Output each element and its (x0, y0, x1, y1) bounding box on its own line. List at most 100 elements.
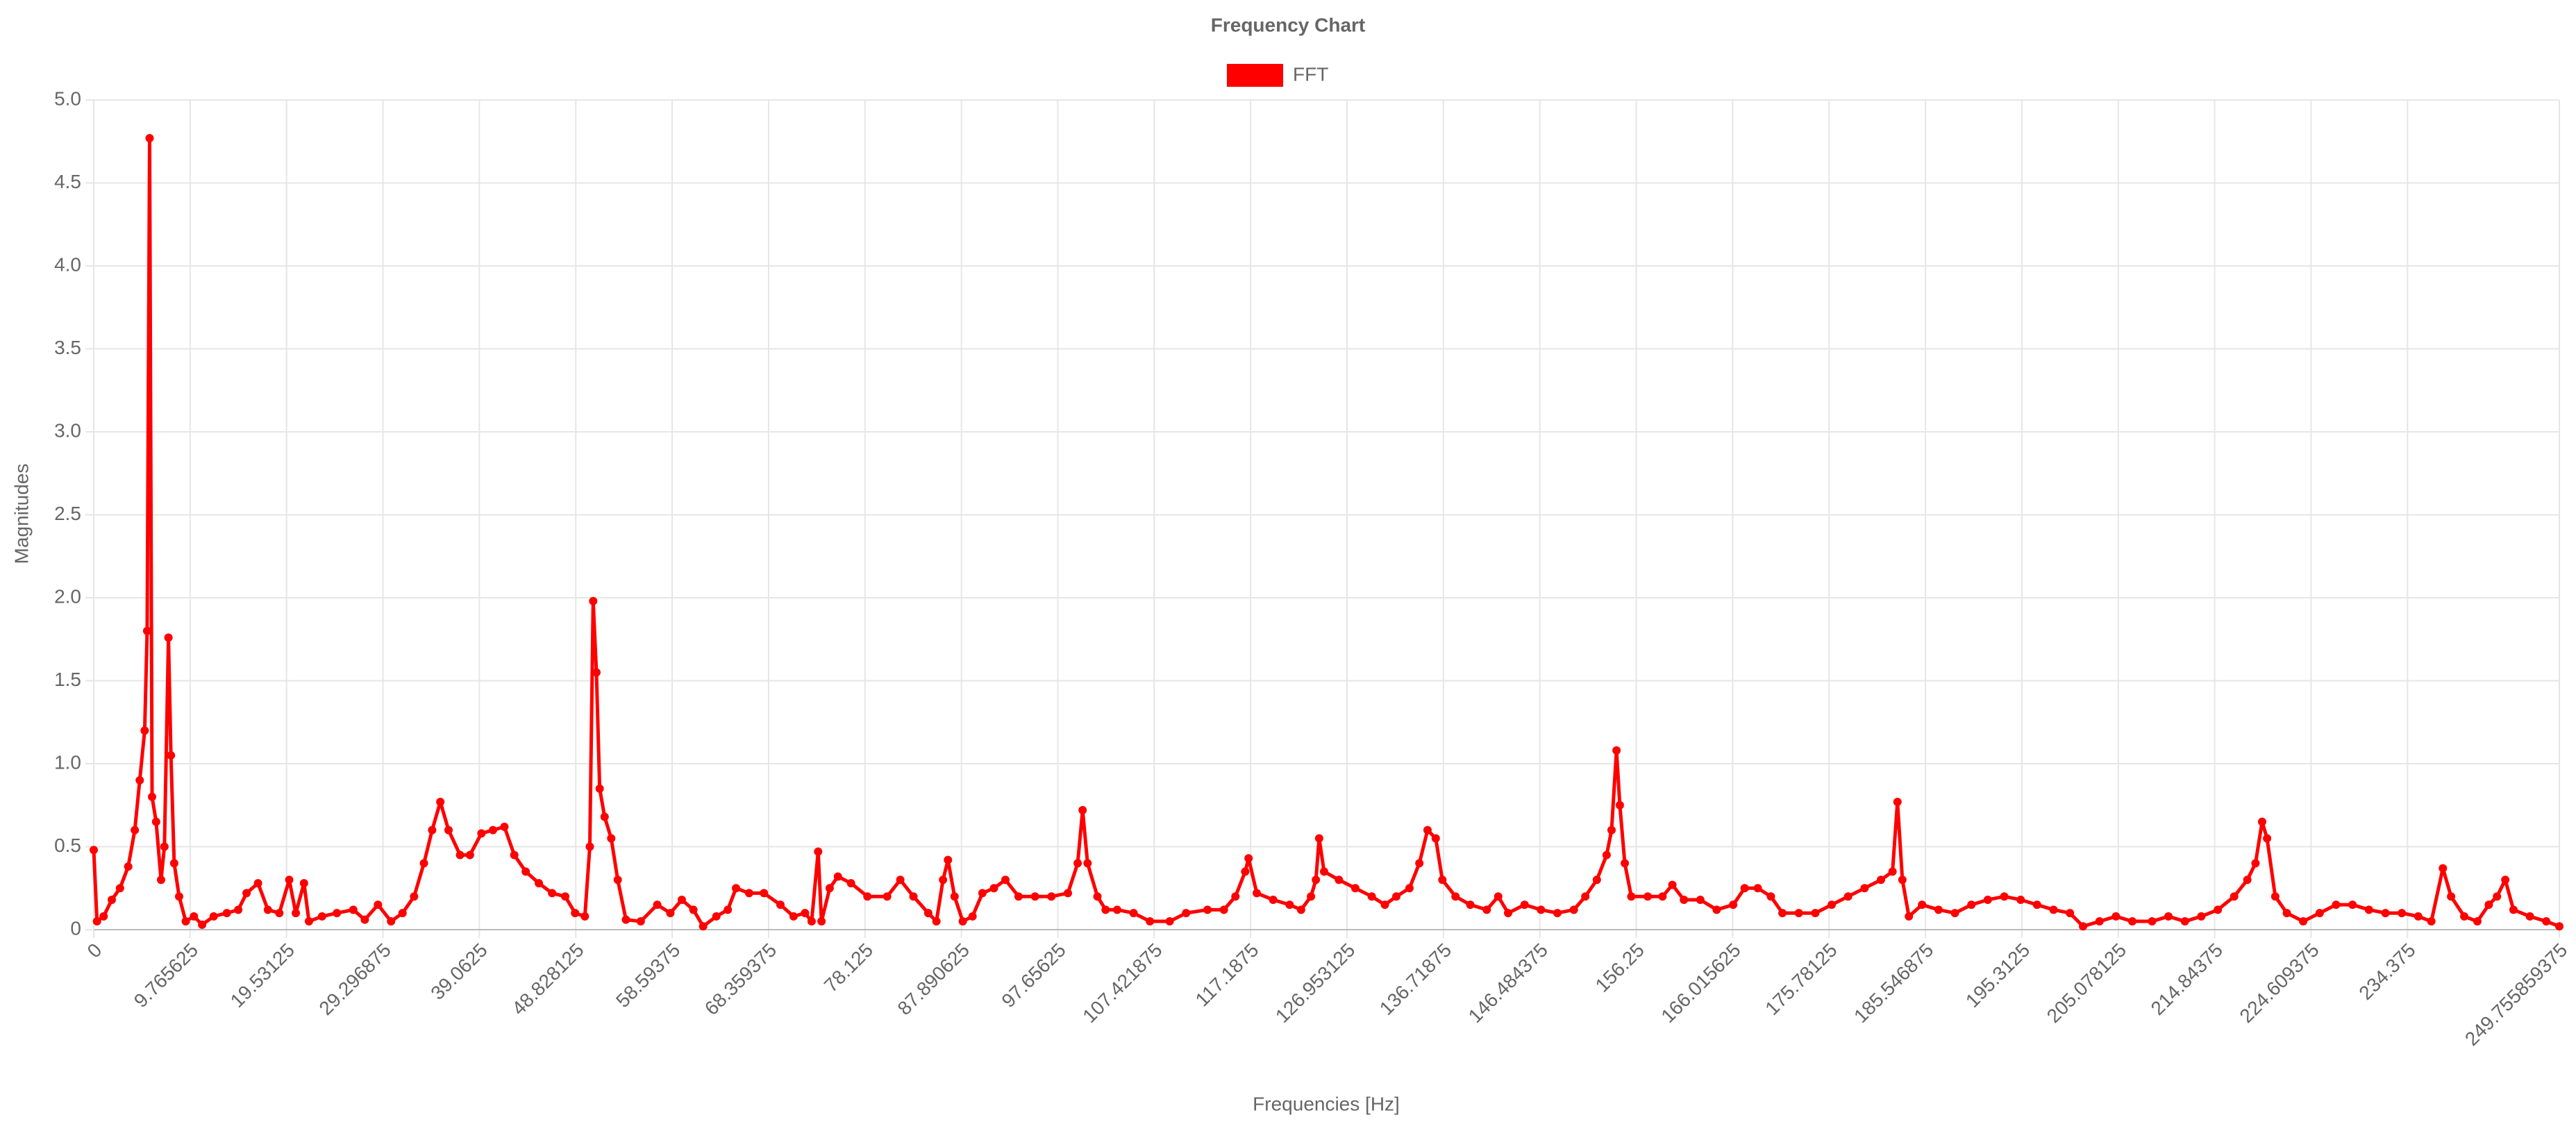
data-point (465, 851, 474, 860)
x-tick-label: 175.78125 (1761, 939, 1841, 1020)
data-point (1466, 900, 1475, 910)
data-point (1001, 876, 1010, 885)
data-point (1934, 905, 1943, 914)
data-point (2459, 912, 2468, 921)
data-point (580, 912, 589, 921)
data-point (689, 905, 698, 914)
data-point (1553, 909, 1562, 918)
data-point (304, 917, 313, 926)
data-point (896, 876, 905, 885)
x-tick-label: 136.71875 (1375, 939, 1456, 1020)
data-point (2251, 859, 2260, 868)
data-point (263, 905, 272, 914)
data-point (2263, 834, 2272, 843)
data-point (2282, 909, 2291, 918)
data-point (1494, 892, 1503, 901)
data-point (1877, 876, 1886, 885)
data-point (1893, 797, 1902, 806)
data-point (1253, 889, 1262, 898)
data-point (410, 892, 419, 901)
data-point (2315, 909, 2324, 918)
data-point (833, 872, 842, 881)
data-point (510, 851, 519, 860)
data-point (2127, 917, 2136, 926)
data-point (1064, 889, 1073, 898)
y-tick-label: 2.5 (54, 503, 81, 524)
data-point (1078, 805, 1087, 814)
data-point (1581, 892, 1590, 901)
y-tick-label: 3.5 (54, 337, 81, 358)
data-point (666, 909, 675, 918)
data-point (561, 892, 570, 901)
data-point (1658, 892, 1667, 901)
chart-title: Frequency Chart (1211, 14, 1366, 35)
data-point (950, 892, 959, 901)
x-tick-label: 249.755859375 (2461, 939, 2572, 1050)
data-point (90, 846, 98, 855)
x-tick-label: 214.84375 (2147, 939, 2227, 1020)
data-point (1905, 912, 1914, 921)
x-tick-label: 78.125 (820, 939, 877, 996)
data-point (699, 922, 708, 931)
data-point (1350, 884, 1360, 893)
data-point (1101, 905, 1110, 914)
data-point (151, 817, 160, 826)
data-point (1729, 900, 1738, 910)
data-point (2348, 900, 2357, 910)
data-point (1314, 834, 1323, 843)
data-point (317, 912, 326, 921)
data-point (419, 859, 428, 868)
data-point (1112, 905, 1121, 914)
data-point (1219, 905, 1228, 914)
data-point (1668, 880, 1677, 889)
data-point (374, 900, 383, 910)
data-point (148, 792, 157, 801)
data-point (958, 917, 967, 926)
data-point (140, 726, 149, 735)
x-tick-label: 166.015625 (1657, 939, 1745, 1028)
data-point (2214, 905, 2223, 914)
x-tick-label: 58.59375 (612, 939, 685, 1012)
data-point (1269, 895, 1278, 904)
data-point (801, 909, 810, 918)
x-tick-label: 0 (83, 939, 106, 962)
x-tick-label: 107.421875 (1078, 939, 1166, 1028)
data-point (2243, 876, 2252, 885)
data-point (1843, 892, 1852, 901)
data-point (1083, 859, 1092, 868)
data-point (825, 884, 834, 893)
data-point (167, 751, 176, 760)
data-point (398, 909, 407, 918)
data-point (1967, 900, 1976, 910)
data-point (1073, 859, 1082, 868)
data-point (968, 912, 977, 921)
data-point (944, 855, 953, 864)
y-axis-title: Magnitudes (10, 464, 32, 564)
data-point (817, 917, 826, 926)
data-point (2180, 917, 2189, 926)
data-point (92, 917, 101, 926)
data-point (436, 797, 445, 806)
data-point (2484, 900, 2493, 910)
data-point (428, 826, 437, 835)
data-point (932, 917, 941, 926)
data-point (535, 879, 544, 888)
y-tick-label: 1.0 (54, 751, 81, 773)
data-point (1537, 905, 1546, 914)
data-point (455, 851, 465, 860)
data-point (477, 829, 486, 838)
data-point (2049, 905, 2058, 914)
data-point (613, 876, 622, 885)
data-point (1794, 909, 1803, 918)
data-point (444, 826, 453, 835)
data-point (595, 784, 604, 793)
data-point (1129, 909, 1138, 918)
data-point (1014, 892, 1023, 901)
data-point (863, 892, 872, 901)
y-tick-label: 0 (70, 917, 81, 939)
data-point (1405, 884, 1414, 893)
x-tick-label: 29.296875 (315, 939, 395, 1020)
data-point (814, 847, 823, 856)
data-point (1285, 900, 1294, 910)
y-tick-label: 4.0 (54, 253, 81, 275)
